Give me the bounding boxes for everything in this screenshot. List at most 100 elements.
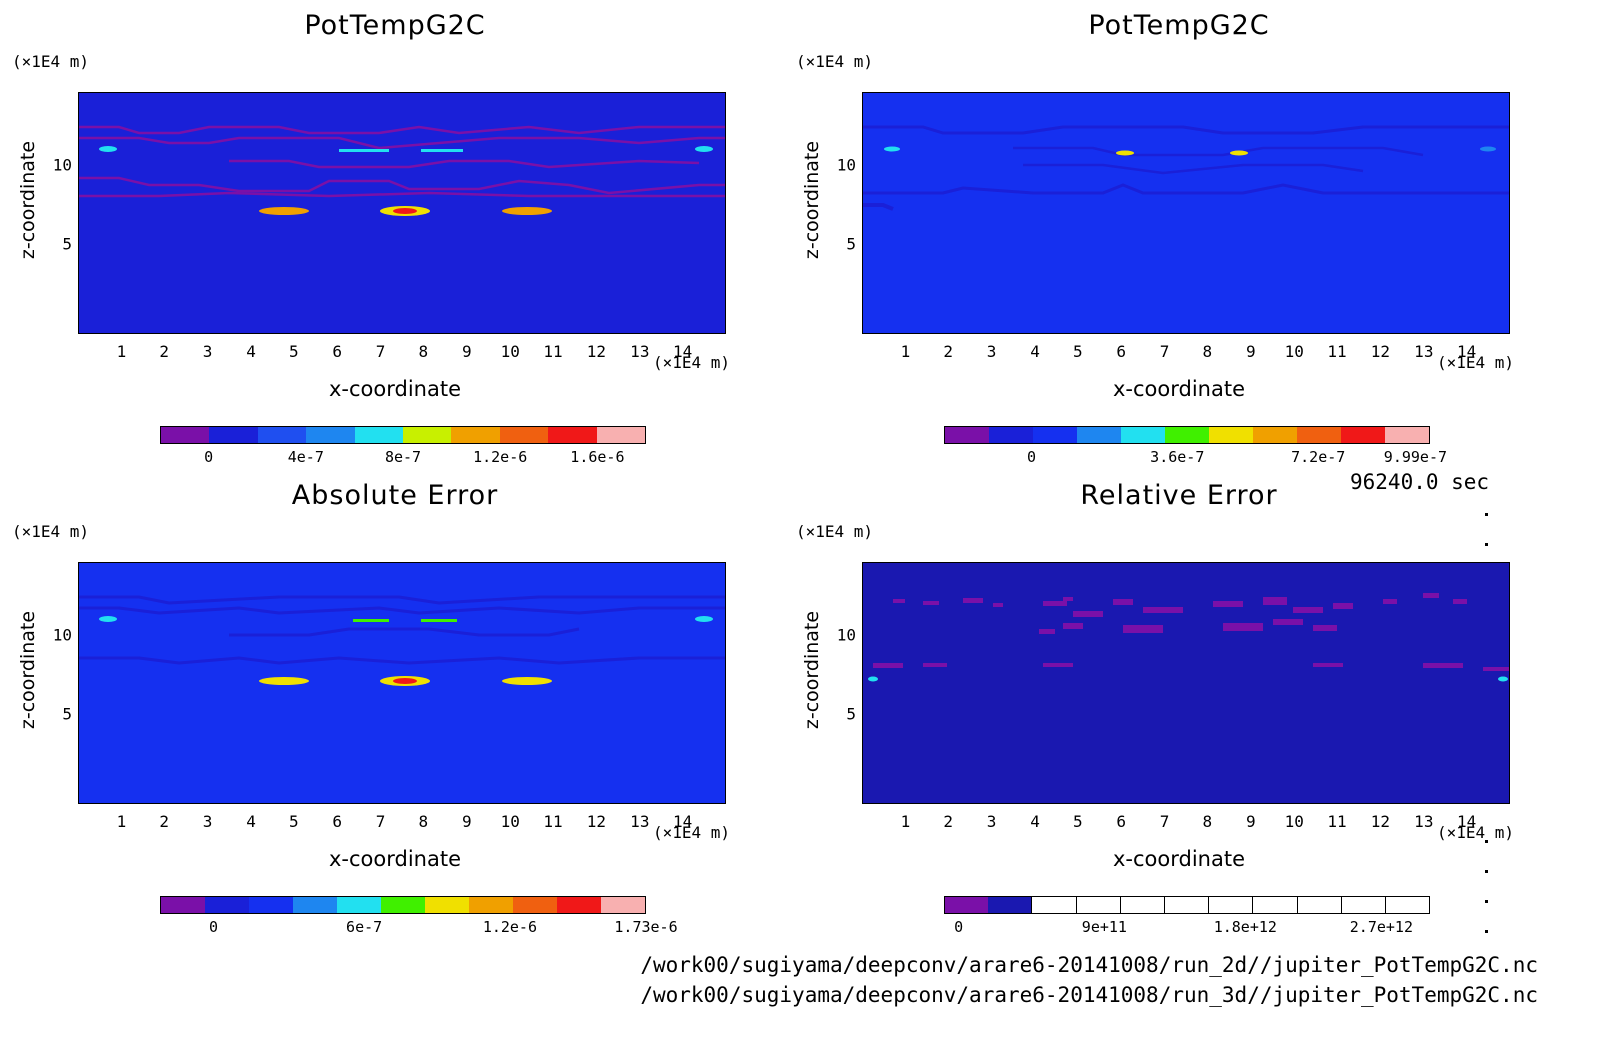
colorbar-segment: [988, 897, 1032, 913]
colorbar-segment: [557, 897, 601, 913]
x-tick-label: 9: [1245, 812, 1256, 831]
contour-line: [863, 203, 894, 211]
x-tick-label: 13: [1414, 342, 1434, 361]
colorbar-segment: [548, 427, 597, 443]
contour-line: [79, 656, 725, 665]
colorbar-segment: [354, 427, 404, 443]
x-tick-label: 3: [986, 812, 997, 831]
colorbar-label: 4e-7: [287, 448, 324, 466]
x-tick-label: 5: [288, 812, 299, 831]
x-tick-label: 10: [500, 342, 520, 361]
heatmap-plot-area: [78, 92, 726, 334]
colorbar-segment: [601, 897, 645, 913]
x-axis-label: x-coordinate: [1112, 377, 1245, 401]
x-tick-label: 7: [375, 812, 386, 831]
hotspot: [99, 616, 117, 622]
x-tick-label: 11: [543, 342, 563, 361]
purple-patches: [873, 593, 1509, 671]
x-tick-label: 2: [943, 812, 953, 831]
x-tick-label: 1: [900, 812, 911, 831]
x-tick-label: 6: [1116, 812, 1127, 831]
marker-dot: [1485, 543, 1488, 546]
x-tick-label: 4: [246, 342, 256, 361]
colorbar-segment: [1163, 897, 1209, 913]
x-tick-label: 1: [900, 342, 911, 361]
colorbar-segment: [1385, 427, 1429, 443]
y-tick-group: 5 10: [824, 562, 860, 804]
colorbar-label: 1.6e-6: [570, 448, 625, 466]
marker-dot: [1485, 900, 1488, 903]
x-unit-label: (×1E4 m): [653, 353, 731, 372]
colorbar-label: 8e-7: [384, 448, 422, 466]
x-tick-label: 8: [418, 342, 429, 361]
marker-dot: [1485, 513, 1488, 516]
colorbar-segment: [1296, 897, 1341, 913]
contour-line: [863, 125, 1509, 135]
colorbar-segment: [293, 897, 337, 913]
y-unit-label: (×1E4 m): [12, 522, 90, 541]
colorbar-label: 9.99e-7: [1383, 448, 1448, 466]
y-tick-group: 5 10: [40, 562, 76, 804]
hotspot: [1230, 150, 1248, 156]
y-tick-label: 5: [846, 704, 856, 724]
colorbar-label: 6e-7: [346, 918, 383, 936]
hotspot: [502, 207, 552, 215]
colorbar-segment: [209, 427, 258, 443]
colorbar-segment: [1297, 427, 1341, 443]
hotspot: [695, 616, 713, 622]
x-tick-label: 10: [500, 812, 520, 831]
colorbar-segment: [337, 897, 381, 913]
y-axis-label: z-coordinate: [801, 610, 823, 730]
hotspot: [259, 207, 309, 215]
hotspot: [421, 149, 463, 152]
x-tick-label: 4: [246, 812, 256, 831]
heatmap-field: [863, 563, 1509, 803]
colorbar-labels: 0 3.6e-7 7.2e-7 9.99e-7: [944, 448, 1447, 466]
colorbar-label: 1.2e-6: [482, 918, 537, 936]
contour-line: [79, 136, 725, 150]
contour-line: [79, 606, 725, 615]
x-tick-label: 4: [1030, 812, 1040, 831]
chart-title: PotTempG2C: [1088, 10, 1270, 41]
heatmap-field: [79, 563, 725, 803]
colorbar-segment: [1384, 897, 1430, 913]
x-tick-label: 3: [202, 342, 213, 361]
hotspot: [1116, 150, 1134, 156]
colorbar-segment: [1208, 897, 1253, 913]
x-tick-label: 2: [943, 342, 953, 361]
contour-line: [229, 627, 580, 637]
colorbar-segment: [1033, 427, 1077, 443]
x-tick-label: 13: [630, 342, 650, 361]
x-tick-label: 5: [1072, 812, 1083, 831]
colorbar-segment: [1209, 427, 1253, 443]
x-unit-label: (×1E4 m): [653, 823, 731, 842]
colorbar: [944, 896, 1430, 914]
heatmap-field: [79, 93, 725, 333]
hotspot: [339, 149, 389, 152]
x-tick-label: 11: [1327, 812, 1347, 831]
colorbar-label: 7.2e-7: [1291, 448, 1346, 466]
x-tick-label: 8: [1202, 342, 1213, 361]
hotspot: [695, 146, 713, 152]
colorbar-segment: [381, 897, 425, 913]
x-tick-group: 1 2 3 4 5 6 7 8 9 10 11 12 13 14: [78, 342, 726, 362]
y-unit-label: (×1E4 m): [796, 522, 874, 541]
background-field: [863, 563, 1509, 803]
y-axis-label: z-coordinate: [801, 140, 823, 260]
file-path: /work00/sugiyama/deepconv/arare6-2014100…: [640, 983, 1538, 1007]
x-tick-label: 8: [1202, 812, 1213, 831]
x-tick-label: 11: [543, 812, 563, 831]
colorbar-segment: [205, 897, 249, 913]
x-tick-label: 6: [332, 342, 343, 361]
colorbar-segment: [1253, 427, 1297, 443]
y-axis-label: z-coordinate: [17, 140, 39, 260]
x-tick-label: 5: [288, 342, 299, 361]
colorbar-segment: [1165, 427, 1209, 443]
chart-panel-0: PotTempG2C (×1E4 m) z-coordinate 5 10 1 …: [0, 0, 790, 470]
colorbar-labels: 0 9e+11 1.8e+12 2.7e+12: [944, 918, 1430, 936]
hotspot: [502, 677, 552, 685]
marker-dot: [1485, 840, 1488, 843]
chart-title: Relative Error: [1080, 480, 1278, 511]
marker-dot: [1485, 870, 1488, 873]
colorbar-segment: [596, 427, 646, 443]
